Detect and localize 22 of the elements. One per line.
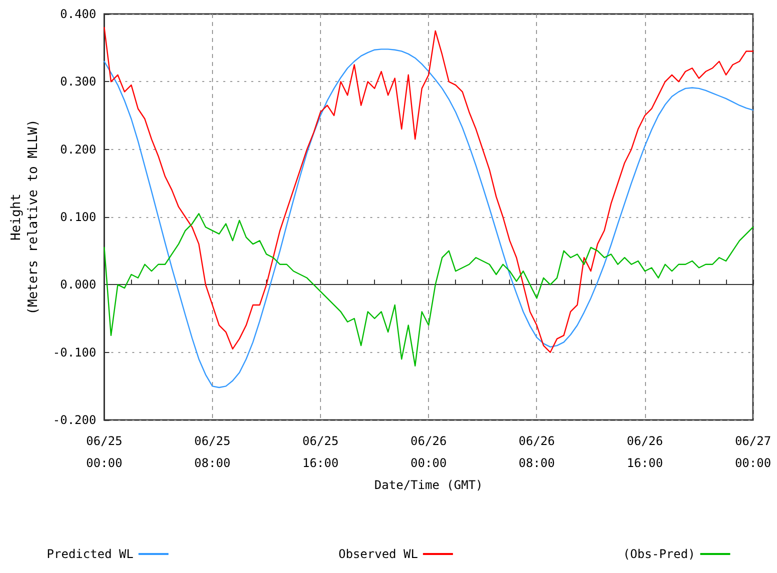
x-tick-label: 06/25 00:00 bbox=[86, 434, 122, 470]
legend-label: Observed WL bbox=[338, 547, 418, 561]
y-tick-label: 0.300 bbox=[60, 74, 96, 89]
x-tick-label: 06/25 16:00 bbox=[302, 434, 339, 470]
y-tick-label: -0.100 bbox=[52, 345, 96, 360]
y-axis-title: Height (Meters relative to MLLW) bbox=[9, 119, 41, 315]
y-tick-label: -0.200 bbox=[52, 413, 96, 427]
x-tick-label: 06/27 00:00 bbox=[734, 434, 772, 470]
x-axis-title: Date/Time (GMT) bbox=[374, 478, 483, 492]
line-series bbox=[104, 213, 754, 366]
y-tick-label: 0.200 bbox=[60, 142, 96, 156]
y-tick-label: 0.000 bbox=[60, 278, 96, 292]
y-tick-label: 0.100 bbox=[60, 210, 96, 224]
legend-label: Predicted WL bbox=[46, 547, 134, 561]
line-series bbox=[104, 26, 754, 353]
x-tick-label: 06/26 08:00 bbox=[518, 434, 555, 470]
legend-label: (Obs-Pred) bbox=[622, 547, 696, 561]
line-series bbox=[104, 48, 754, 388]
x-tick-label: 06/26 16:00 bbox=[626, 434, 663, 470]
x-tick-label: 06/26 00:00 bbox=[410, 434, 447, 470]
x-tick-label: 06/25 08:00 bbox=[194, 434, 230, 470]
y-tick-label: 0.400 bbox=[60, 7, 96, 21]
